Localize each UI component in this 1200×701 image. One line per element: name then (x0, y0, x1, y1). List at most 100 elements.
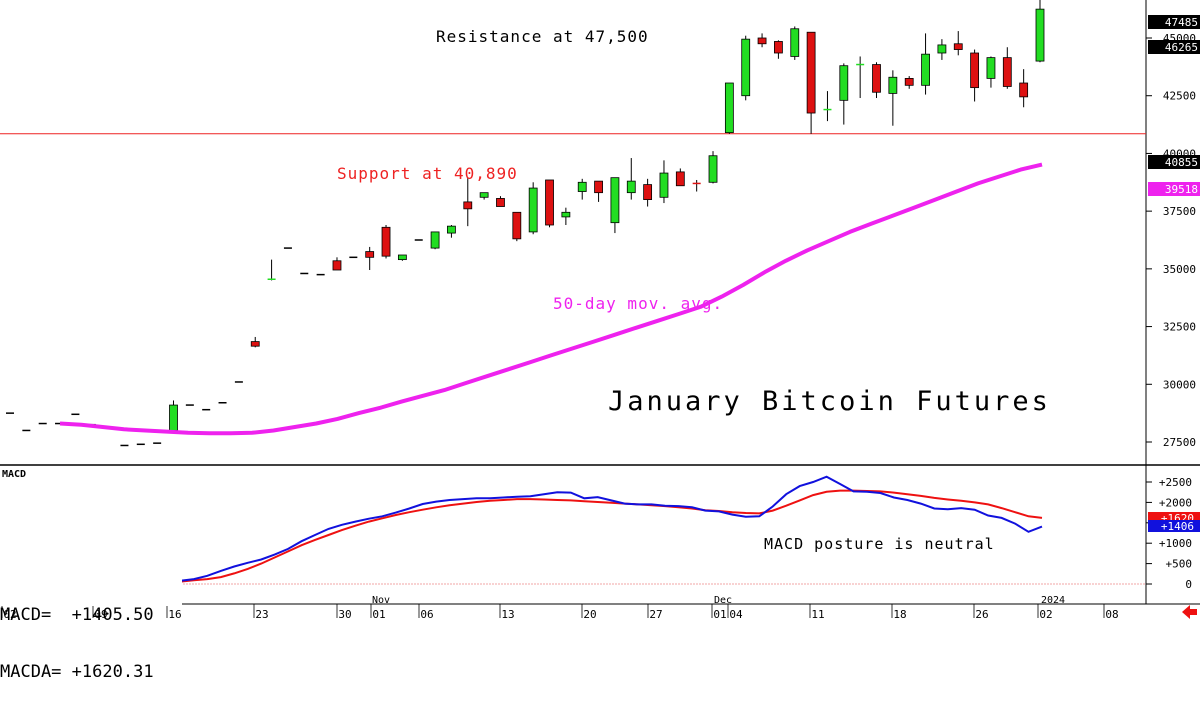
candle-body (757, 37, 767, 45)
candle-body (970, 52, 980, 89)
macd-line (139, 475, 1043, 585)
svg-text:46265: 46265 (1165, 41, 1198, 54)
macd-tick-label: +500 (1166, 558, 1193, 571)
day-label: 04 (729, 608, 743, 621)
candlestick (447, 224, 456, 238)
bitcoin-futures-chart: 2750030000325003500037500400004250045000… (0, 0, 1200, 621)
day-label: 02 (1039, 608, 1052, 621)
candlestick (1002, 47, 1012, 89)
svg-text:+1406: +1406 (1161, 520, 1194, 533)
price-tick-label: 32500 (1163, 321, 1196, 334)
month-label: Nov (372, 595, 390, 606)
candlestick (479, 192, 489, 200)
candle-body (937, 44, 947, 54)
candle-body (659, 172, 669, 198)
candlestick (250, 336, 260, 348)
macd-tick-label: 0 (1185, 578, 1192, 591)
candlestick (610, 177, 620, 234)
candle-body (774, 41, 783, 54)
candlestick (1019, 69, 1029, 108)
candlestick (643, 178, 653, 207)
candlestick (692, 179, 701, 192)
last-price-tag: 46265 (1148, 40, 1200, 54)
candlestick (463, 177, 473, 227)
candlestick (708, 151, 718, 184)
chart-title: January Bitcoin Futures (608, 386, 1051, 417)
back-arrow-icon[interactable] (1182, 605, 1197, 619)
macd-annotation: MACD posture is neutral (764, 535, 995, 553)
candlestick (872, 62, 881, 99)
candle-body (545, 179, 554, 226)
candle-body (169, 404, 178, 431)
candlestick (675, 168, 685, 187)
support-price-tag: 40855 (1148, 155, 1200, 169)
candle-body (381, 226, 391, 257)
candlestick (512, 211, 522, 242)
candlestick (937, 39, 947, 60)
candlestick (561, 207, 571, 225)
macd-panel-title: MACD (2, 469, 26, 480)
candle-body (512, 211, 522, 240)
candlestick (953, 31, 963, 56)
candle-body (904, 78, 914, 86)
candle-body (250, 341, 260, 347)
day-label: 26 (975, 608, 988, 621)
candle-body (479, 192, 489, 198)
candle-body (561, 211, 571, 218)
macd-axis-ticks: +2500+2000+1500+1000+5000 (1146, 476, 1192, 591)
candlestick (741, 35, 751, 101)
macda-line (139, 489, 1043, 585)
moving-average-annotation: 50-day mov. avg. (553, 294, 723, 313)
candle-body (463, 201, 473, 210)
candle-body (1019, 82, 1029, 98)
day-label: 20 (583, 608, 596, 621)
candle-body (790, 28, 800, 57)
candlestick (332, 257, 342, 271)
price-tick-label: 42500 (1163, 90, 1196, 103)
price-tick-label: 27500 (1163, 436, 1196, 449)
month-label: Dec (714, 595, 732, 606)
day-label: 02 (3, 608, 16, 621)
candle-body (332, 260, 342, 271)
macd-readout-value: +1405.50 (71, 605, 154, 625)
macda-readout-value: +1620.31 (71, 662, 154, 682)
resistance-price-tag: 47485 (1148, 15, 1200, 29)
moving-average-line (59, 162, 1043, 436)
day-label: 08 (1105, 608, 1118, 621)
candlestick (806, 31, 816, 134)
macd-readout-label: MACD= (0, 605, 52, 625)
svg-text:39518: 39518 (1165, 183, 1198, 196)
candle-body (1035, 8, 1045, 62)
candlestick (790, 26, 800, 60)
candlestick (888, 70, 898, 126)
day-label: 09 (94, 608, 107, 621)
price-tick-label: 30000 (1163, 378, 1196, 391)
candle-body (953, 43, 963, 50)
macda-readout-label: MACDA= (0, 662, 62, 682)
candlestick (856, 56, 865, 99)
candlestick (397, 254, 407, 261)
candlestick (496, 196, 505, 207)
day-label: 01 (372, 608, 385, 621)
candlestick (1035, 0, 1045, 63)
candle-body (888, 76, 898, 94)
candlestick (774, 40, 783, 59)
candle-body (528, 187, 538, 233)
candlestick (528, 182, 538, 235)
candle-body (675, 171, 685, 187)
candlestick (970, 49, 980, 102)
day-label: 06 (420, 608, 433, 621)
candlestick (626, 158, 636, 200)
macd-readout: MACD= +1405.50 MACDA= +1620.31 (0, 568, 182, 682)
candle-body (806, 31, 816, 114)
candlestick (577, 178, 587, 200)
candle-body (365, 251, 375, 258)
macd-value-tag: +1406 (1148, 520, 1200, 533)
candlestick (724, 82, 734, 134)
candle-body (839, 65, 849, 101)
candlestick (839, 63, 849, 125)
macd-tick-label: +2500 (1159, 476, 1192, 489)
price-tick-label: 37500 (1163, 205, 1196, 218)
